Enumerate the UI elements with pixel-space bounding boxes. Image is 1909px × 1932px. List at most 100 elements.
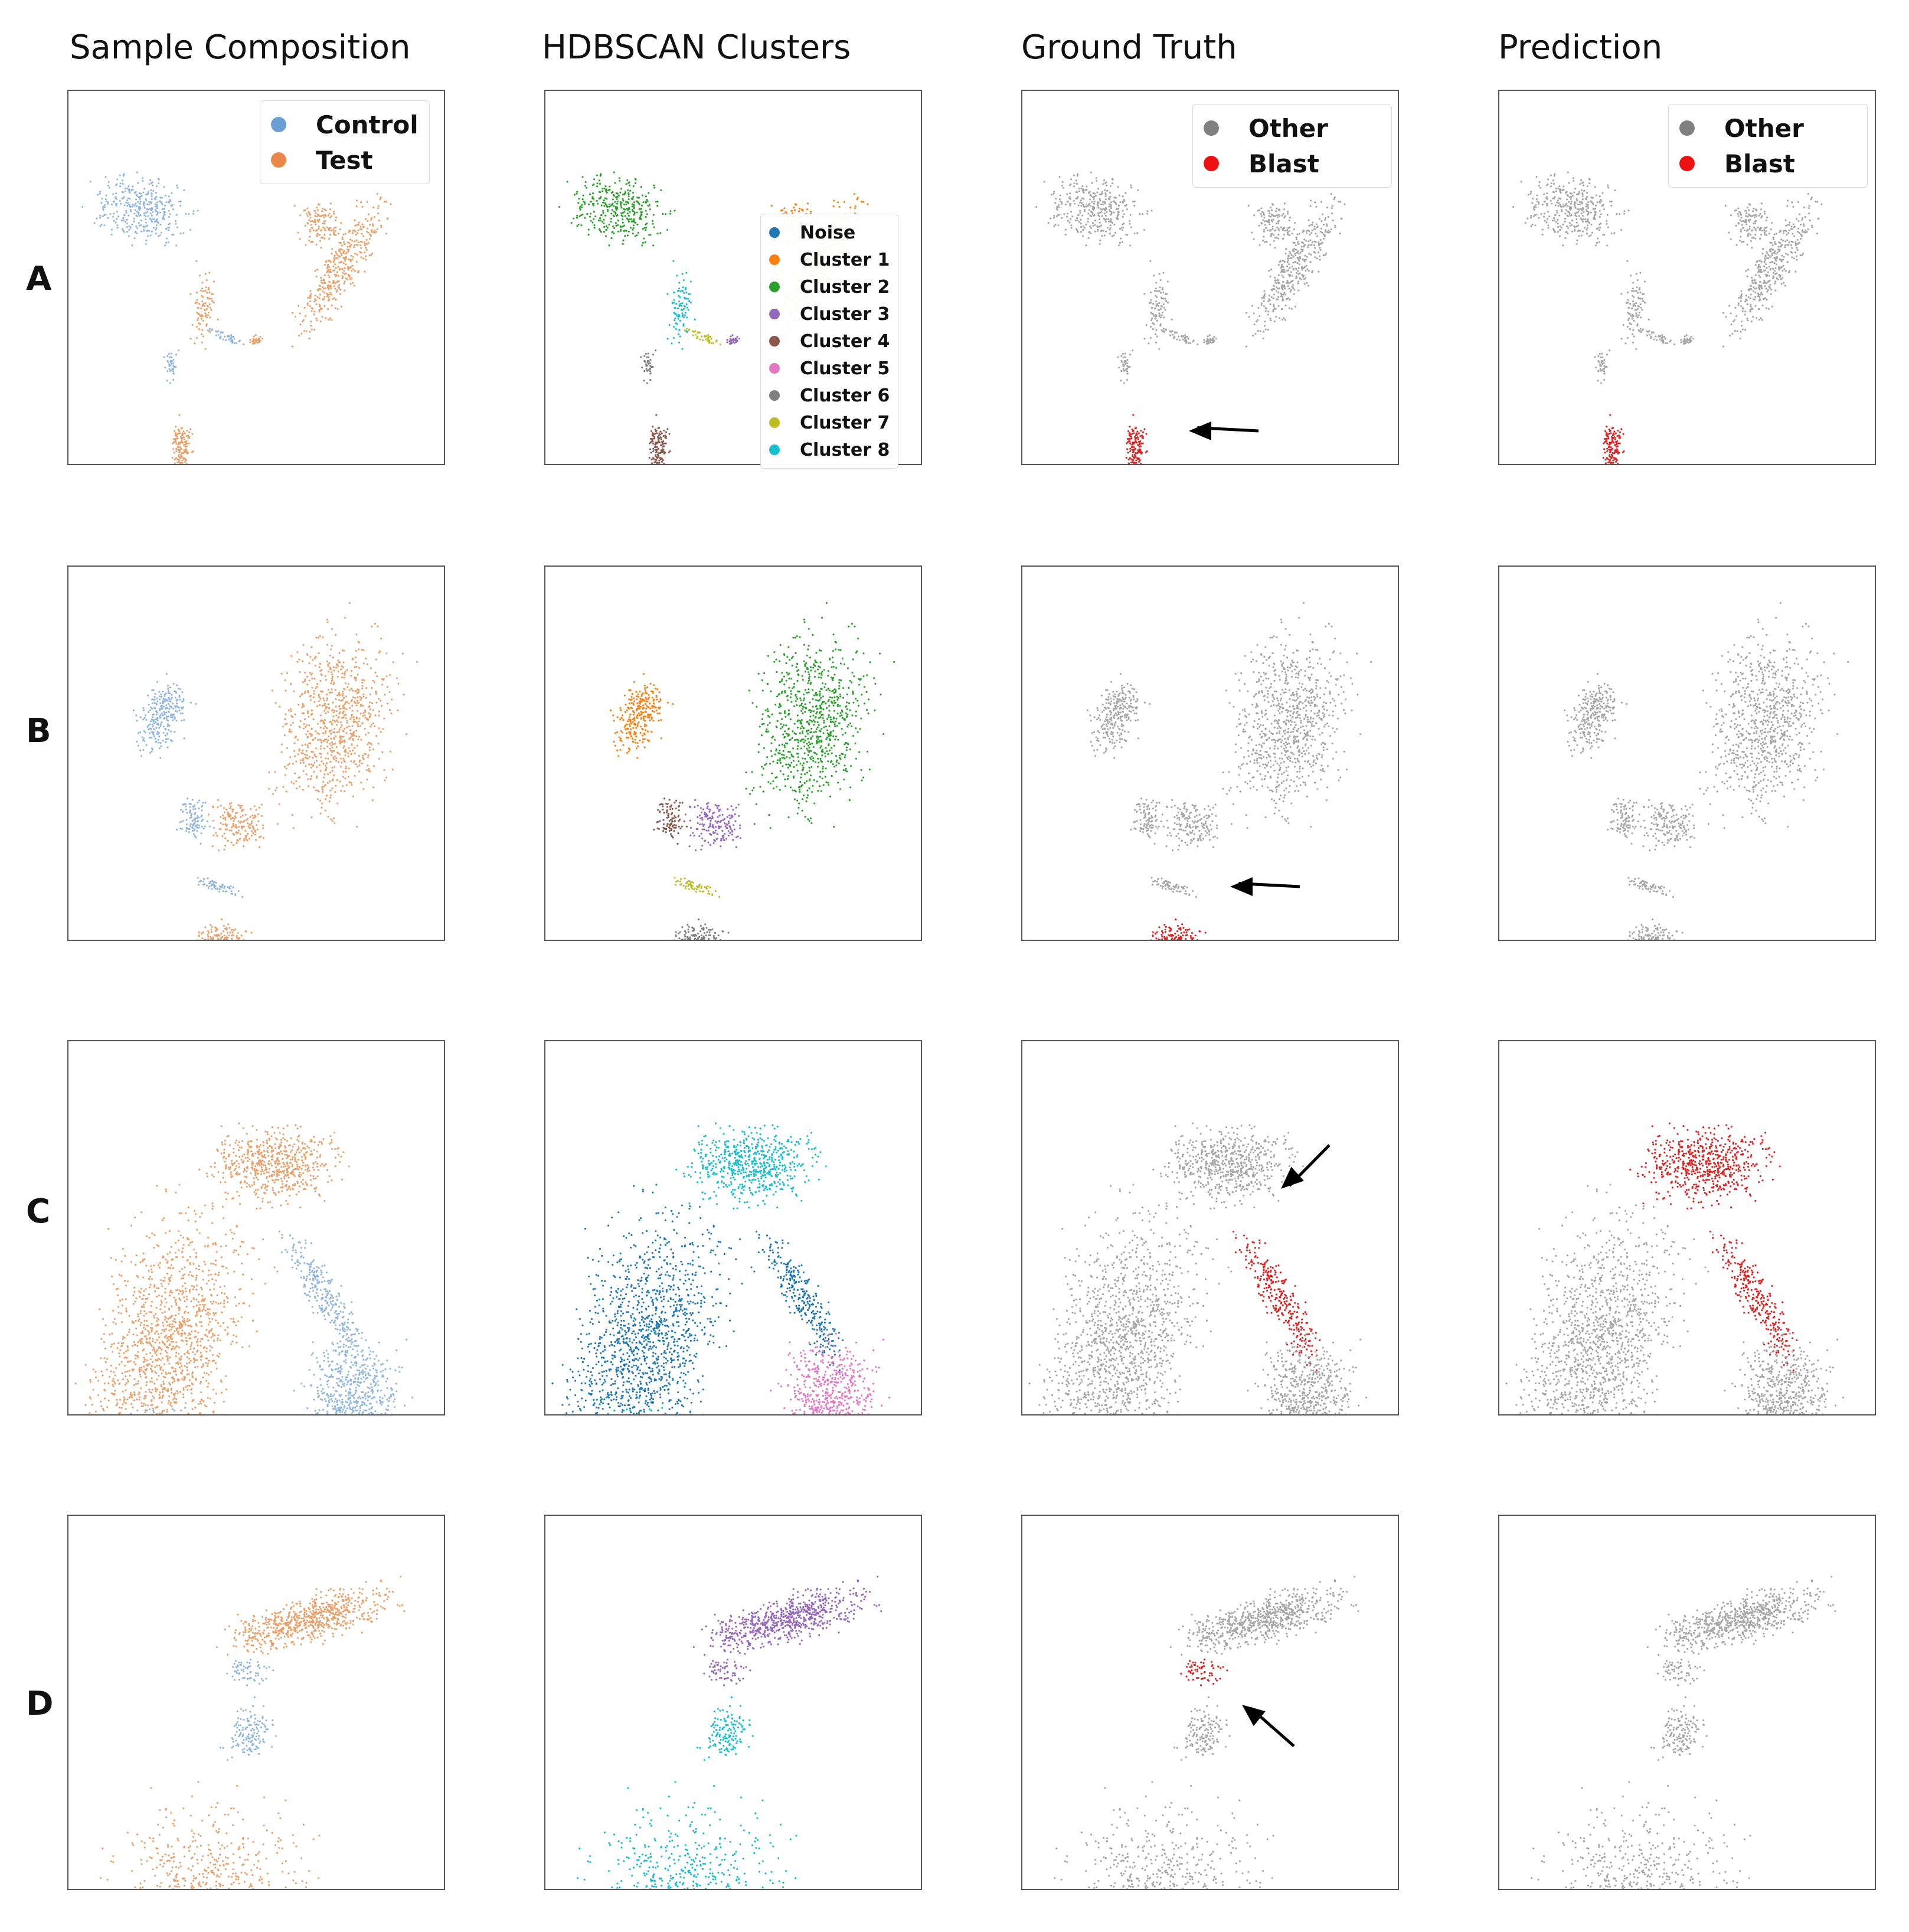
scatter-point	[606, 206, 608, 208]
scatter-point	[153, 707, 155, 708]
scatter-point	[1620, 229, 1622, 231]
scatter-point	[625, 201, 627, 203]
scatter-point	[335, 299, 336, 300]
scatter-point	[1805, 216, 1806, 218]
scatter-point	[317, 296, 319, 298]
scatter-point	[1061, 185, 1063, 187]
scatter-point	[643, 238, 645, 240]
scatter-point	[123, 231, 125, 233]
scatter-point	[733, 339, 735, 341]
scatter-point	[1293, 268, 1295, 270]
scatter-point	[139, 215, 140, 217]
scatter-point	[155, 233, 157, 234]
scatter-point	[1747, 319, 1748, 321]
scatter-point	[346, 251, 348, 253]
scatter-point	[1769, 280, 1770, 282]
scatter-point	[1272, 204, 1274, 205]
scatter-point	[174, 462, 176, 464]
scatter-point	[211, 293, 213, 295]
scatter-point	[348, 267, 349, 269]
scatter-point	[1069, 196, 1071, 198]
scatter-point	[1629, 322, 1630, 324]
scatter-point	[1752, 210, 1754, 212]
scatter-point	[646, 383, 648, 384]
scatter-point	[1303, 274, 1305, 276]
scatter-point	[620, 205, 622, 207]
scatter-point	[1805, 232, 1806, 234]
scatter-point	[1344, 203, 1345, 205]
scatter-point	[1580, 179, 1582, 181]
scatter-point	[1535, 204, 1537, 206]
scatter-point	[726, 339, 728, 341]
scatter-point	[1164, 298, 1166, 300]
scatter-point	[1070, 211, 1072, 213]
scatter-point	[648, 234, 650, 236]
scatter-point	[107, 203, 109, 205]
scatter-point	[1761, 261, 1763, 263]
scatter-point	[1281, 270, 1283, 272]
scatter-point	[1738, 223, 1740, 224]
scatter-point	[1287, 261, 1289, 263]
scatter-point	[207, 306, 209, 308]
scatter-point	[197, 210, 199, 211]
scatter-point	[1569, 222, 1571, 224]
scatter-point	[143, 203, 145, 205]
scatter-point	[313, 310, 315, 312]
scatter-point	[1145, 433, 1147, 435]
scatter-point	[1614, 433, 1616, 434]
scatter-point	[1133, 233, 1135, 234]
scatter-point	[1334, 197, 1336, 198]
scatter-point	[294, 205, 296, 207]
scatter-point	[1077, 231, 1079, 233]
scatter-point	[1639, 289, 1640, 290]
scatter-point	[1555, 221, 1557, 223]
scatter-point	[128, 229, 130, 231]
scatter-point	[1600, 213, 1602, 215]
scatter-point	[610, 221, 612, 223]
scatter-point	[334, 255, 335, 257]
scatter-point	[1073, 185, 1075, 187]
scatter-point	[701, 336, 702, 338]
scatter-point	[672, 260, 674, 262]
scatter-point	[356, 254, 358, 256]
scatter-point	[596, 182, 598, 184]
scatter-point	[164, 211, 165, 213]
scatter-point	[362, 257, 364, 259]
scatter-point	[367, 201, 368, 203]
scatter-point	[322, 227, 324, 228]
scatter-point	[1126, 362, 1128, 364]
scatter-point	[220, 332, 222, 334]
scatter-point	[1317, 225, 1319, 227]
scatter-point	[1600, 383, 1602, 384]
scatter-point	[322, 223, 323, 224]
scatter-point	[584, 185, 586, 187]
scatter-point	[1080, 231, 1082, 233]
scatter-point	[1159, 286, 1161, 288]
scatter-point	[1547, 218, 1548, 220]
scatter-point	[1282, 213, 1284, 215]
scatter-point	[1262, 240, 1264, 241]
scatter-point	[1571, 220, 1573, 221]
scatter-point	[1558, 202, 1560, 204]
scatter-point	[1807, 228, 1809, 230]
scatter-point	[166, 360, 168, 362]
scatter-point	[1332, 220, 1334, 221]
scatter-point	[1552, 179, 1554, 181]
scatter-point	[148, 728, 149, 730]
scatter-point	[651, 430, 652, 432]
scatter-point	[1159, 314, 1161, 316]
scatter-point	[629, 218, 630, 220]
scatter-point	[158, 739, 159, 741]
scatter-point	[1283, 269, 1285, 270]
scatter-point	[309, 228, 311, 230]
row-label-b: B	[26, 712, 51, 750]
scatter-point	[355, 234, 357, 236]
scatter-point	[1734, 307, 1736, 309]
scatter-point	[211, 300, 213, 302]
scatter-point	[1600, 365, 1602, 367]
scatter-point	[1163, 316, 1165, 318]
scatter-point	[1758, 286, 1760, 287]
scatter-point	[368, 214, 370, 215]
scatter-point	[1762, 248, 1764, 250]
scatter-point	[1575, 218, 1577, 220]
